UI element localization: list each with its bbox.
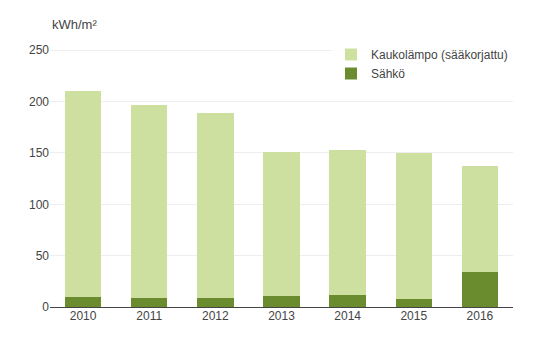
svg-text:50: 50 <box>36 249 50 263</box>
svg-text:2012: 2012 <box>202 309 229 323</box>
svg-text:2010: 2010 <box>70 309 97 323</box>
svg-text:2016: 2016 <box>467 309 494 323</box>
svg-text:2015: 2015 <box>400 309 427 323</box>
svg-text:200: 200 <box>29 95 49 109</box>
svg-text:0: 0 <box>42 300 49 314</box>
svg-text:250: 250 <box>29 43 49 57</box>
svg-text:100: 100 <box>29 198 49 212</box>
svg-text:2013: 2013 <box>268 309 295 323</box>
svg-text:2014: 2014 <box>334 309 361 323</box>
svg-text:kWh/m²: kWh/m² <box>52 17 97 32</box>
svg-text:Sähkö: Sähkö <box>371 67 405 81</box>
svg-text:150: 150 <box>29 146 49 160</box>
svg-text:2011: 2011 <box>136 309 162 323</box>
svg-text:Kaukolämpo (sääkorjattu): Kaukolämpo (sääkorjattu) <box>371 48 508 62</box>
